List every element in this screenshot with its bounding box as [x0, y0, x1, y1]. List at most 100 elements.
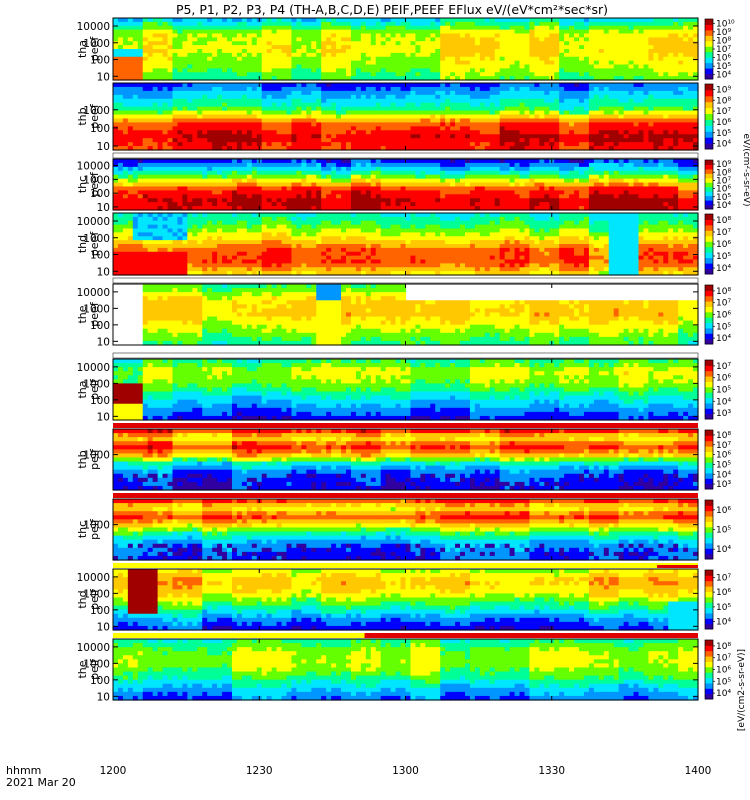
y-axis-label: peif [88, 518, 101, 540]
x-tick-label: 1330 [538, 765, 565, 777]
y-axis-label: thb [76, 450, 89, 468]
colorbar-tick-label: 10⁵ [716, 62, 731, 72]
colorbar-tick-label: 10⁶ [716, 311, 731, 321]
y-tick-label: 1000 [83, 588, 110, 600]
panel-tha-peef: 10 100 1000 10000 tha peef 10⁴10⁵10⁶10⁷10⁸10⁹1… [76, 17, 735, 83]
colorbar-tick-label: 10⁸ [716, 642, 731, 652]
date-label: 2021 Mar 20 [6, 776, 76, 789]
colorbar-tick-label: 10⁵ [716, 193, 731, 203]
colorbar-tick-label: 10⁵ [716, 386, 731, 396]
y-tick-label: 10 [97, 336, 110, 348]
y-tick-label: 10000 [77, 216, 110, 228]
y-tick-label: 10 [97, 266, 110, 278]
y-axis-label: thd [76, 235, 89, 253]
colorbar-tick-label: 10⁴ [716, 397, 731, 407]
colorbar-tick-label: 10⁵ [716, 252, 731, 262]
panel-thc-peef-flag-strip [112, 152, 699, 159]
y-axis-label: peif [88, 448, 101, 470]
x-tick-label: 1300 [392, 765, 419, 777]
colorbar-tick-label: 10⁶ [716, 118, 731, 128]
colorbar-tick-label: 10⁸ [716, 168, 731, 178]
colorbar-tick-label: 10⁴ [716, 618, 731, 628]
panel-the-peif-spectrogram [113, 639, 699, 701]
y-tick-label: 10 [97, 71, 110, 83]
panel-thc-peef-spectrogram [113, 159, 699, 211]
colorbar-tick-label: 10⁴ [716, 71, 731, 81]
y-tick-label: 100 [90, 123, 110, 135]
time-format-label: hhmm [6, 764, 41, 777]
panel-the-peef-flag-strip [112, 277, 699, 284]
y-tick-label: 10000 [77, 362, 110, 374]
flag-strip-bar [113, 423, 698, 428]
y-tick-label: 1000 [83, 658, 110, 670]
colorbar-tick-label: 10⁴ [716, 201, 731, 211]
y-tick-label: 100 [90, 55, 110, 67]
y-tick-label: 1000 [83, 450, 110, 462]
colorbar-tick-label: 10⁵ [716, 677, 731, 687]
y-axis-label: peef [88, 231, 101, 257]
y-axis-label: peef [88, 171, 101, 197]
y-tick-label: 100 [90, 320, 110, 332]
panel-thd-peef-colorbar: 10⁴ 10⁵ 10⁶ 10⁷ 10⁸ [704, 213, 731, 275]
y-tick-label: 1000 [83, 38, 110, 50]
colorbar-unit-label: eV/(cm²-s-sr-eV) [741, 133, 750, 206]
colorbar-tick-label: 10⁵ [716, 526, 731, 536]
y-axis-label: tha [76, 40, 89, 58]
flag-strip-bar [113, 493, 698, 498]
flag-strip-bar [112, 352, 699, 359]
colorbar-tick-label: 10⁷ [716, 573, 731, 583]
colorbar-tick-label: 10⁶ [716, 506, 731, 516]
y-axis-label: peef [88, 103, 101, 129]
panel-thd-peef: 10 100 1000 10000 thd peef 10⁴ 10⁵ 10⁶ 10⁷ 10⁸ [76, 212, 731, 278]
flag-strip-bar [364, 633, 698, 638]
y-tick-label: 100 [90, 188, 110, 200]
colorbar-tick-label: 10⁹ [716, 28, 731, 38]
colorbar-tick-label: 10⁷ [716, 362, 731, 372]
y-tick-label: 10000 [77, 572, 110, 584]
colorbar-tick-label: 10⁴ [716, 689, 731, 699]
colorbar-tick-label: 10⁶ [716, 185, 731, 195]
flag-strip-bar [112, 277, 699, 284]
panel-the-peef-spectrogram [142, 284, 699, 346]
colorbar-tick-label: 10⁵ [716, 322, 731, 332]
time-axis: 1200 1230 1300 1330 1400 [100, 765, 712, 777]
y-axis-label: thb [76, 107, 89, 125]
colorbar-tick-label: 10⁸ [716, 287, 731, 297]
colorbar-tick-label: 10⁴ [716, 140, 731, 150]
panel-thb-peef-spectrogram [113, 83, 699, 151]
colorbar-tick-label: 10⁶ [716, 666, 731, 676]
colorbar-tick-label: 10³ [716, 409, 731, 419]
y-tick-label: 100 [90, 605, 110, 617]
flag-strip-bar [112, 152, 699, 159]
y-axis-label: tha [76, 380, 89, 398]
y-tick-label: 100 [90, 250, 110, 262]
panel-tha-peif-spectrogram [113, 359, 699, 421]
colorbar-tick-label: 10⁷ [716, 107, 731, 117]
y-tick-label: 100 [90, 675, 110, 687]
flag-strip-bar [113, 563, 698, 568]
y-tick-label: 1000 [83, 105, 110, 117]
colorbar-tick-label: 10⁶ [716, 451, 731, 461]
colorbar-tick-label: 10⁹ [716, 160, 731, 170]
panel-thd-peef-spectrogram [113, 213, 699, 276]
panel-tha-peif-flag-strip [112, 352, 699, 359]
panel-thd-peif-flag-strip [113, 563, 698, 568]
y-tick-label: 10 [97, 202, 110, 214]
y-tick-label: 10000 [77, 161, 110, 173]
colorbar-tick-label: 10⁴ [716, 264, 731, 274]
colorbar-tick-label: 10⁵ [716, 603, 731, 613]
colorbar-tick-label: 10⁸ [716, 36, 731, 46]
x-tick-label: 1200 [100, 765, 127, 777]
